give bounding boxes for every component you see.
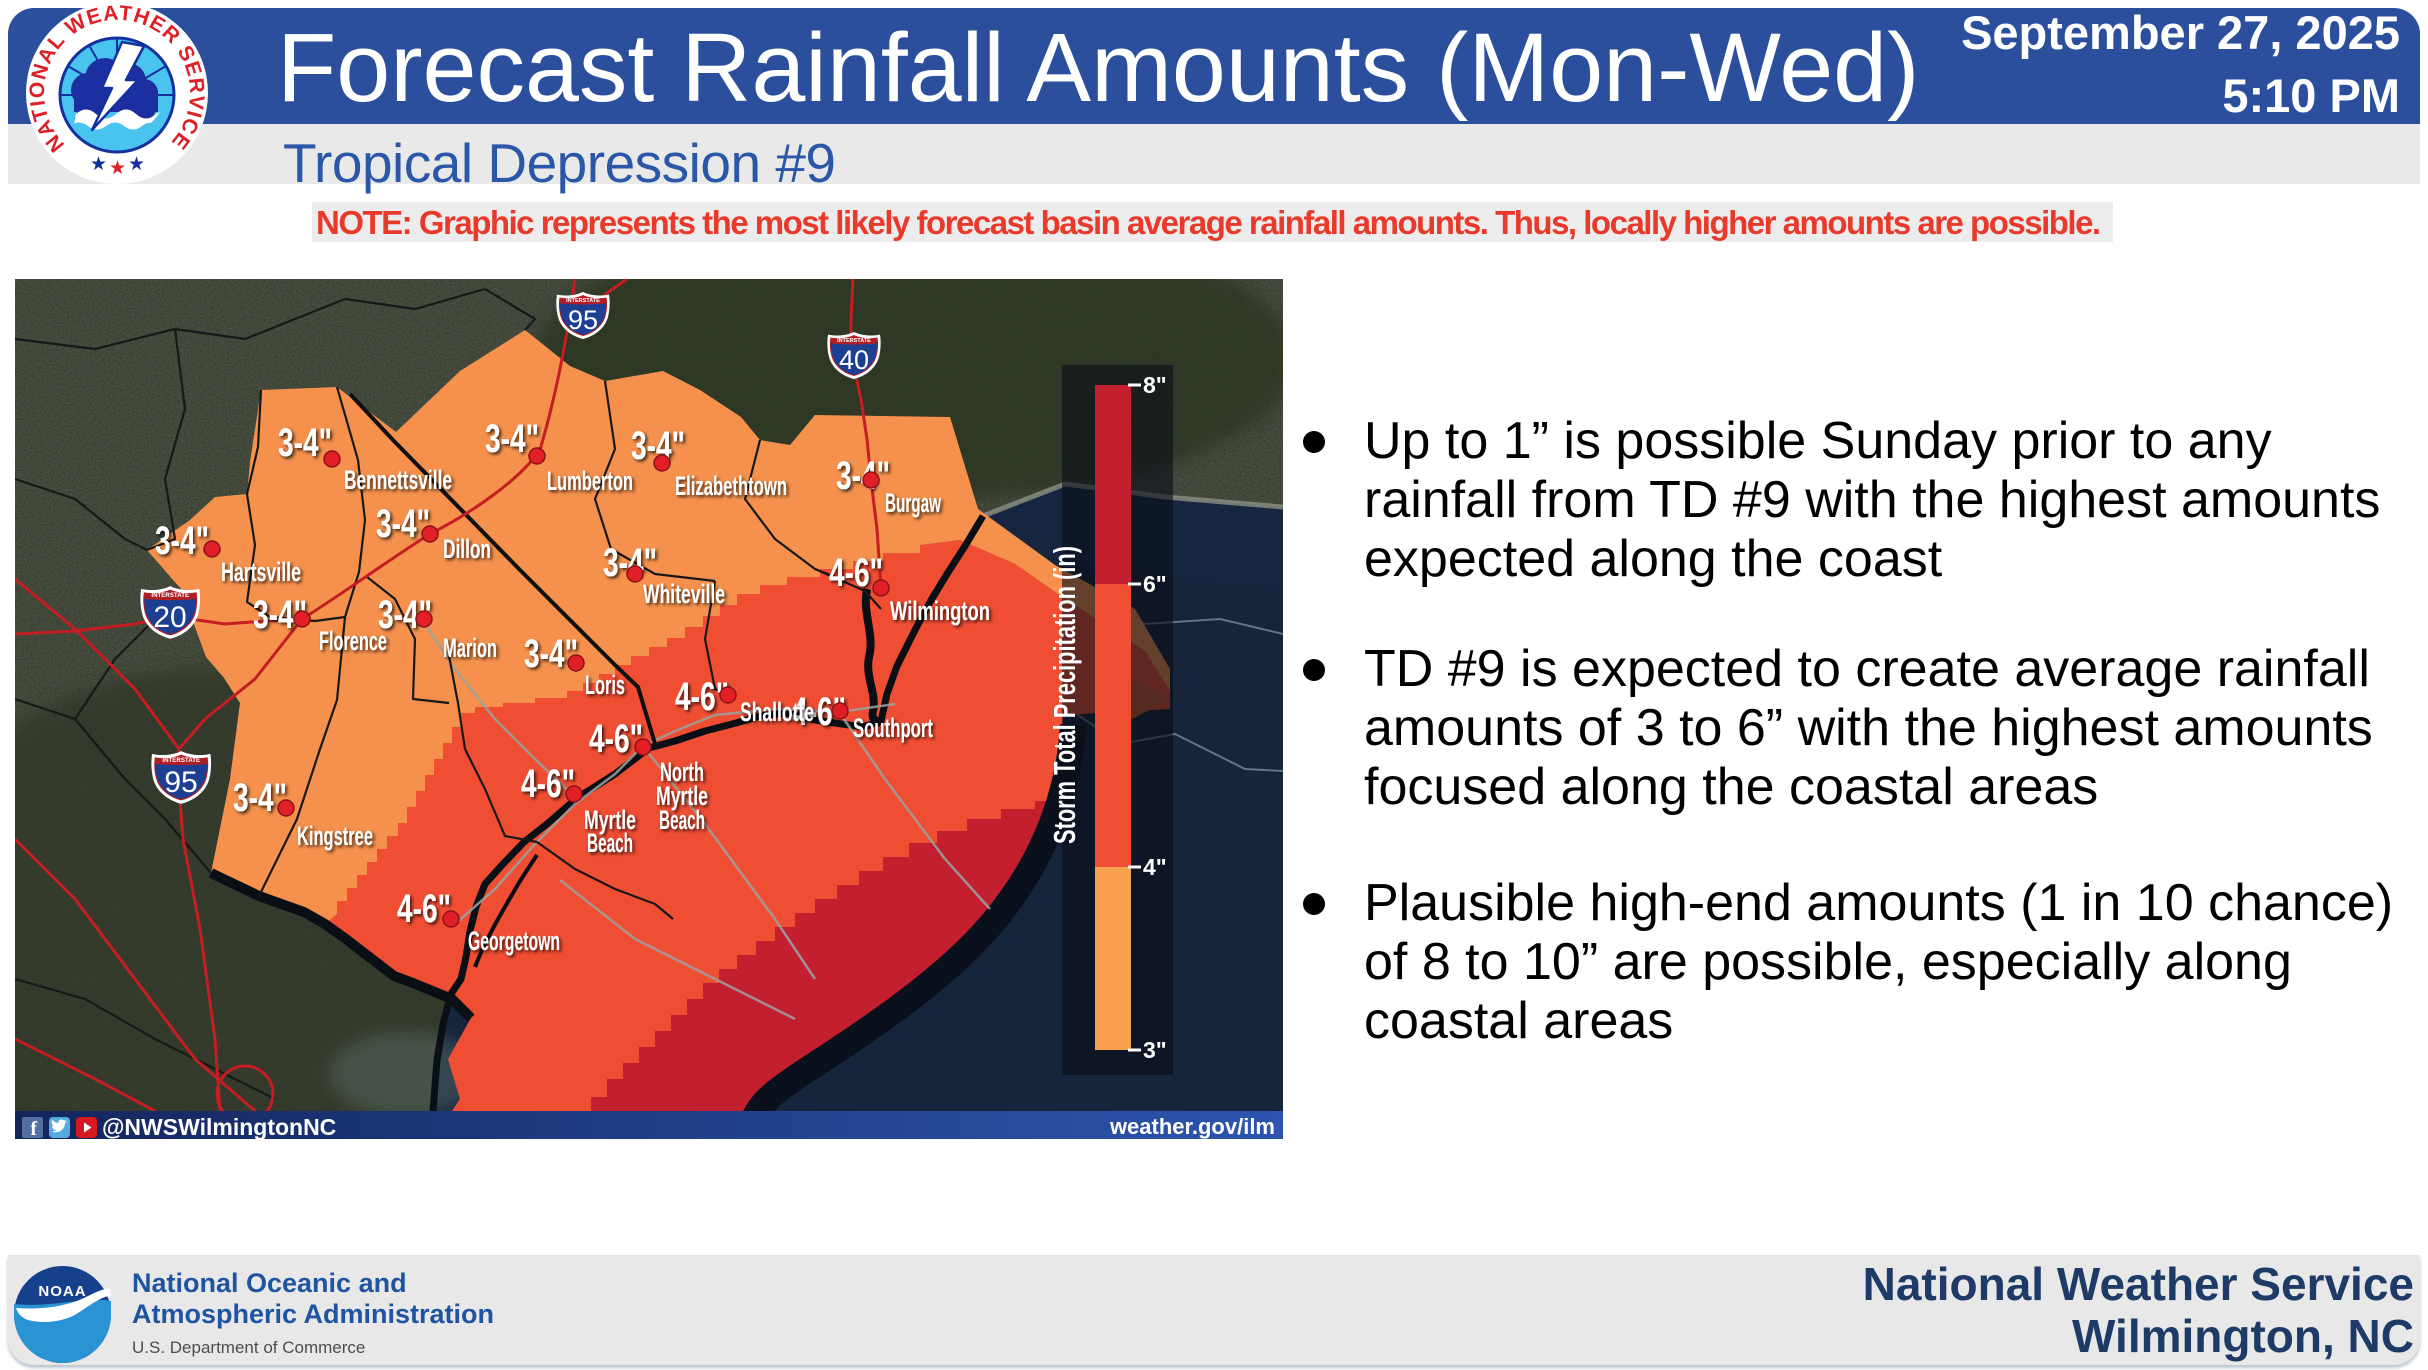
svg-text:Beach: Beach [659,805,705,835]
svg-text:f: f [30,1118,37,1139]
svg-text:Marion: Marion [443,633,497,663]
svg-text:★: ★ [128,154,145,175]
svg-text:3-4": 3-4" [155,519,209,563]
svg-text:★: ★ [109,158,126,179]
svg-text:North: North [660,757,704,787]
svg-text:@NWSWilmingtonNC: @NWSWilmingtonNC [102,1114,336,1139]
svg-text:Whiteville: Whiteville [643,579,725,609]
svg-text:4-6": 4-6" [397,887,451,931]
svg-text:95: 95 [164,766,197,799]
svg-text:4-6": 4-6" [589,717,643,761]
svg-text:★: ★ [90,154,107,175]
svg-text:Beach: Beach [587,828,633,858]
svg-text:NOAA: NOAA [38,1283,86,1300]
svg-text:3-4": 3-4" [278,421,332,465]
svg-text:Hartsville: Hartsville [221,557,301,587]
svg-text:3": 3" [1143,1037,1167,1063]
svg-text:3-4": 3-4" [524,632,578,676]
svg-text:Bennettsville: Bennettsville [344,465,452,495]
svg-text:Dillon: Dillon [443,534,491,564]
svg-text:8": 8" [1143,372,1167,398]
svg-text:Elizabethtown: Elizabethtown [675,471,787,501]
svg-text:95: 95 [568,305,598,335]
svg-text:3-4": 3-4" [233,776,287,820]
svg-text:40: 40 [839,345,869,375]
svg-text:Myrtle: Myrtle [584,805,636,835]
svg-text:Myrtle: Myrtle [656,781,708,811]
svg-text:Wilmington: Wilmington [890,596,990,626]
svg-text:Florence: Florence [319,626,387,656]
svg-text:Storm Total Precipitation (in): Storm Total Precipitation (in) [1047,546,1082,844]
svg-text:weather.gov/ilm: weather.gov/ilm [1109,1114,1275,1139]
svg-text:Shallotte: Shallotte [740,697,814,727]
svg-text:3-4": 3-4" [836,454,890,498]
svg-text:Lumberton: Lumberton [547,466,633,496]
svg-text:Georgetown: Georgetown [468,926,560,956]
svg-text:Kingstree: Kingstree [297,821,373,851]
svg-text:Southport: Southport [853,713,933,743]
svg-text:4-6": 4-6" [521,762,575,806]
svg-text:6": 6" [1143,571,1167,597]
svg-text:Loris: Loris [585,670,625,700]
svg-text:Burgaw: Burgaw [885,488,942,518]
svg-text:3-4": 3-4" [376,502,430,546]
svg-text:4": 4" [1143,854,1167,880]
svg-text:20: 20 [153,601,186,634]
